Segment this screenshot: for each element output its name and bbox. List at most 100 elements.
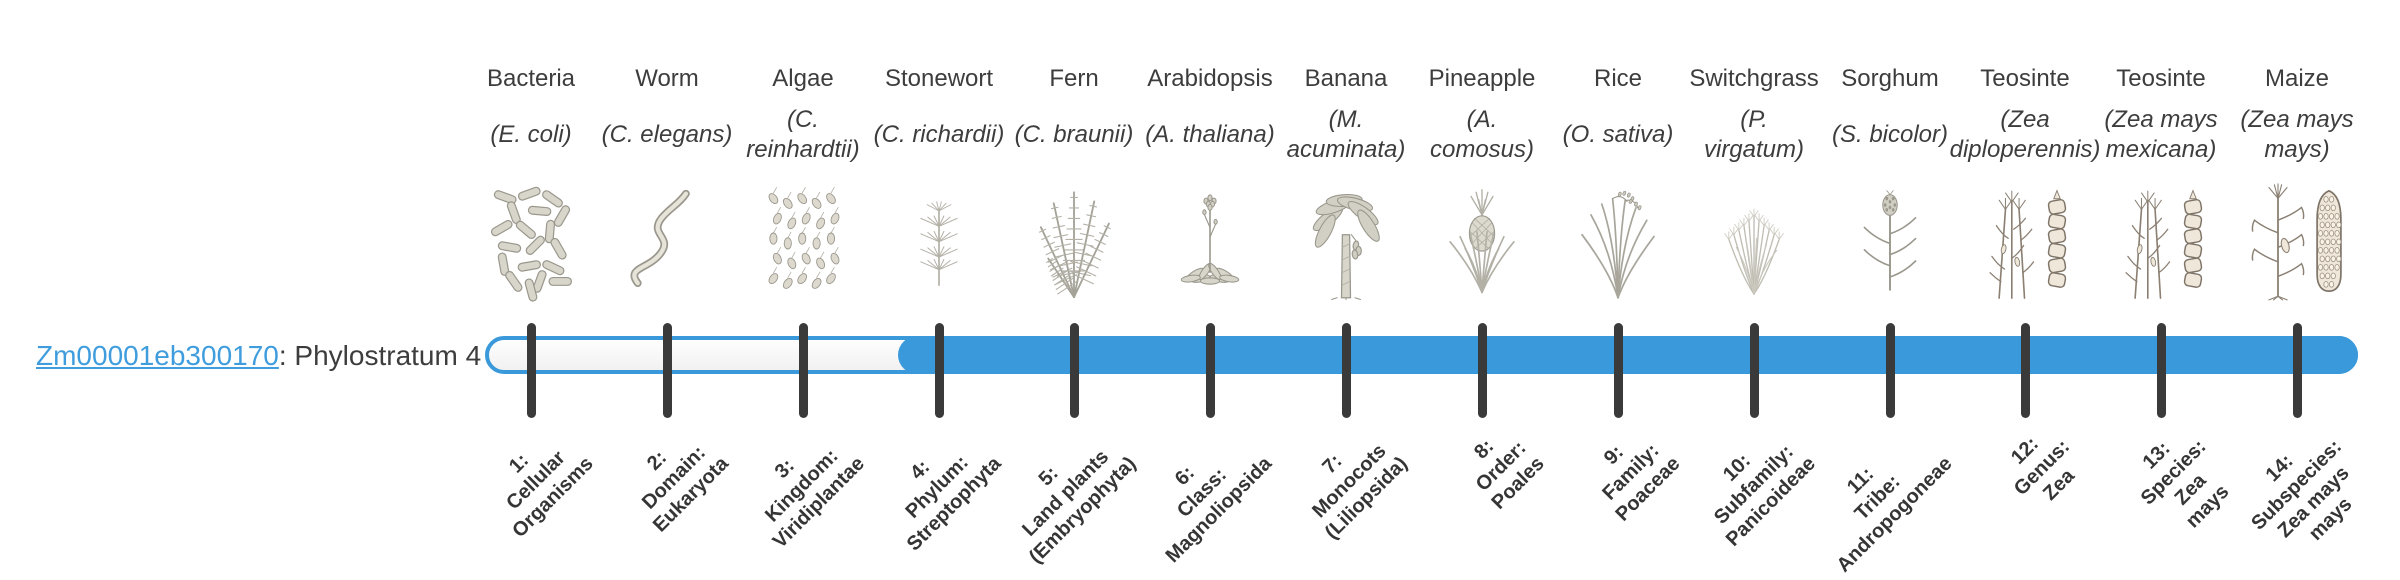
- switchgrass-icon: [1724, 208, 1784, 295]
- phylostratum-tick: [1613, 323, 1623, 418]
- organism-scientific-name: (C. richardii): [873, 121, 1005, 148]
- organism-scientific-name: (A. thaliana): [1145, 121, 1275, 148]
- phylostratum-tick: [1477, 323, 1487, 418]
- stratum-label: 6: Class: Magnoliopsida: [1161, 452, 1277, 568]
- organism-illustration: [1712, 174, 1796, 306]
- organism-column: Worm (C. elegans): [592, 64, 742, 306]
- fern-icon: [1038, 191, 1111, 299]
- organism-column: Rice (O. sativa): [1543, 64, 1693, 306]
- organism-column: Bacteria (E. coli): [456, 64, 606, 306]
- worm-icon: [630, 189, 690, 288]
- phylostratum-tick: [2020, 323, 2030, 418]
- organism-name: Pineapple: [1428, 65, 1536, 92]
- organism-scientific-name: (A. comosus): [1429, 106, 1535, 163]
- organism-illustration: [1850, 174, 1930, 306]
- rice-icon: [1581, 190, 1655, 299]
- gene-id-link[interactable]: Zm00001eb300170: [36, 340, 279, 371]
- teosinte-ear-icon: [2183, 189, 2202, 288]
- organism-illustration: [624, 174, 710, 306]
- phylostratum-tick: [1205, 323, 1215, 418]
- gene-label: Zm00001eb300170: Phylostratum 4: [36, 340, 481, 372]
- organism-scientific-name: (Zea mays mays): [2240, 106, 2354, 163]
- organism-column: Algae (C. reinhardtii): [728, 64, 878, 306]
- organism-name: Rice: [1593, 65, 1642, 92]
- stonewort-icon: [920, 201, 958, 286]
- bacteria-icon: [490, 186, 573, 302]
- stratum-label: 7: Monocots (Liliopsida): [1308, 440, 1413, 544]
- stratum-label: 14: Subspecies: Zea mays mays: [2247, 435, 2357, 545]
- organism-scientific-name: (C. elegans): [601, 121, 733, 148]
- organism-name: Teosinte: [2116, 65, 2206, 92]
- stratum-label: 12: Genus: Zea: [2007, 432, 2080, 505]
- organism-illustration: [2249, 174, 2346, 306]
- organism-name: Maize: [2264, 65, 2330, 92]
- gene-phylostratum-text: : Phylostratum 4: [278, 340, 482, 371]
- organism-column: Sorghum (S. bicolor): [1815, 64, 1965, 306]
- organism-scientific-name: (E. coli): [490, 121, 572, 148]
- organism-column: Switchgrass (P. virgatum): [1679, 64, 1829, 306]
- organism-illustration: [1301, 174, 1391, 306]
- maize-ear-icon: [2315, 189, 2342, 293]
- organism-illustration: [2117, 174, 2206, 306]
- organism-name: Arabidopsis: [1147, 65, 1273, 92]
- phylostratum-tick: [1749, 323, 1759, 418]
- organism-name: Stonewort: [884, 65, 994, 92]
- organism-column: Fern (C. braunii): [999, 64, 1149, 306]
- banana-icon: [1312, 193, 1380, 301]
- organism-name: Worm: [635, 65, 699, 92]
- organism-column: Banana (M. acuminata): [1271, 64, 1421, 306]
- organism-column: Teosinte (Zea diploperennis): [1950, 64, 2100, 306]
- organism-name: Teosinte: [1980, 65, 2070, 92]
- pineapple-icon: [1449, 189, 1515, 294]
- organism-name: Fern: [1049, 65, 1099, 92]
- phylostratum-tick: [934, 323, 944, 418]
- organism-scientific-name: (O. sativa): [1562, 121, 1674, 148]
- phylostratum-tick: [1885, 323, 1895, 418]
- timeline-bar-fill: [898, 336, 2358, 374]
- organism-column: Pineapple (A. comosus): [1407, 64, 1557, 306]
- sorghum-icon: [1863, 190, 1917, 291]
- stratum-label: 1: Cellular Organisms: [501, 446, 598, 543]
- phylostratum-tick: [1069, 323, 1079, 418]
- teosinte-plant-icon: [2124, 190, 2170, 299]
- organism-column: Maize (Zea mays mays): [2222, 64, 2372, 306]
- organism-name: Bacteria: [486, 65, 576, 92]
- organism-column: Stonewort (C. richardii): [864, 64, 1014, 306]
- stratum-label: 4: Phylum: Streptophyta: [901, 451, 1006, 556]
- teosinte-ear-icon: [2047, 189, 2066, 288]
- stratum-label: 8: Order: Poales: [1469, 435, 1549, 514]
- organism-column: Arabidopsis (A. thaliana): [1135, 64, 1285, 306]
- stratum-label: 9: Family: Poaceae: [1598, 439, 1685, 526]
- organism-scientific-name: (S. bicolor): [1831, 121, 1949, 148]
- organism-illustration: [1170, 174, 1250, 306]
- phylostratum-tick: [1341, 323, 1351, 418]
- organism-scientific-name: (M. acuminata): [1286, 106, 1406, 163]
- organism-illustration: [488, 174, 574, 306]
- organism-scientific-name: (C. braunii): [1014, 121, 1134, 148]
- phylostratum-tick: [2156, 323, 2166, 418]
- organism-illustration: [763, 174, 843, 306]
- teosinte-plant-icon: [1988, 190, 2034, 299]
- organism-illustration: [1440, 174, 1524, 306]
- stratum-label: 2: Domain: Eukaryota: [638, 441, 734, 537]
- organism-illustration: [1573, 174, 1663, 306]
- stratum-label: 11: Tribe: Andropogoneae: [1832, 452, 1957, 577]
- organism-name: Sorghum: [1841, 65, 1939, 92]
- phylostratum-tick: [798, 323, 808, 418]
- organism-name: Algae: [772, 65, 834, 92]
- stratum-label: 3: Kingdom: Viridiplantae: [761, 445, 870, 553]
- organism-illustration: [1981, 174, 2070, 306]
- arabidopsis-icon: [1180, 194, 1240, 285]
- organism-scientific-name: (P. virgatum): [1703, 106, 1805, 163]
- stratum-label: 10: Subfamily: Panicoideae: [1710, 440, 1821, 551]
- maize-plant-icon: [2251, 183, 2304, 301]
- phylostratum-tick: [526, 323, 536, 418]
- organism-column: Teosinte (Zea mays mexicana): [2086, 64, 2236, 306]
- stratum-label: 5: Land plants (Embryophyta): [1018, 445, 1141, 568]
- organism-name: Switchgrass: [1689, 65, 1819, 92]
- organism-illustration: [1028, 174, 1120, 306]
- organism-scientific-name: (C. reinhardtii): [746, 106, 860, 163]
- organism-scientific-name: (Zea diploperennis): [1949, 106, 2101, 163]
- phylostratum-tick: [662, 323, 672, 418]
